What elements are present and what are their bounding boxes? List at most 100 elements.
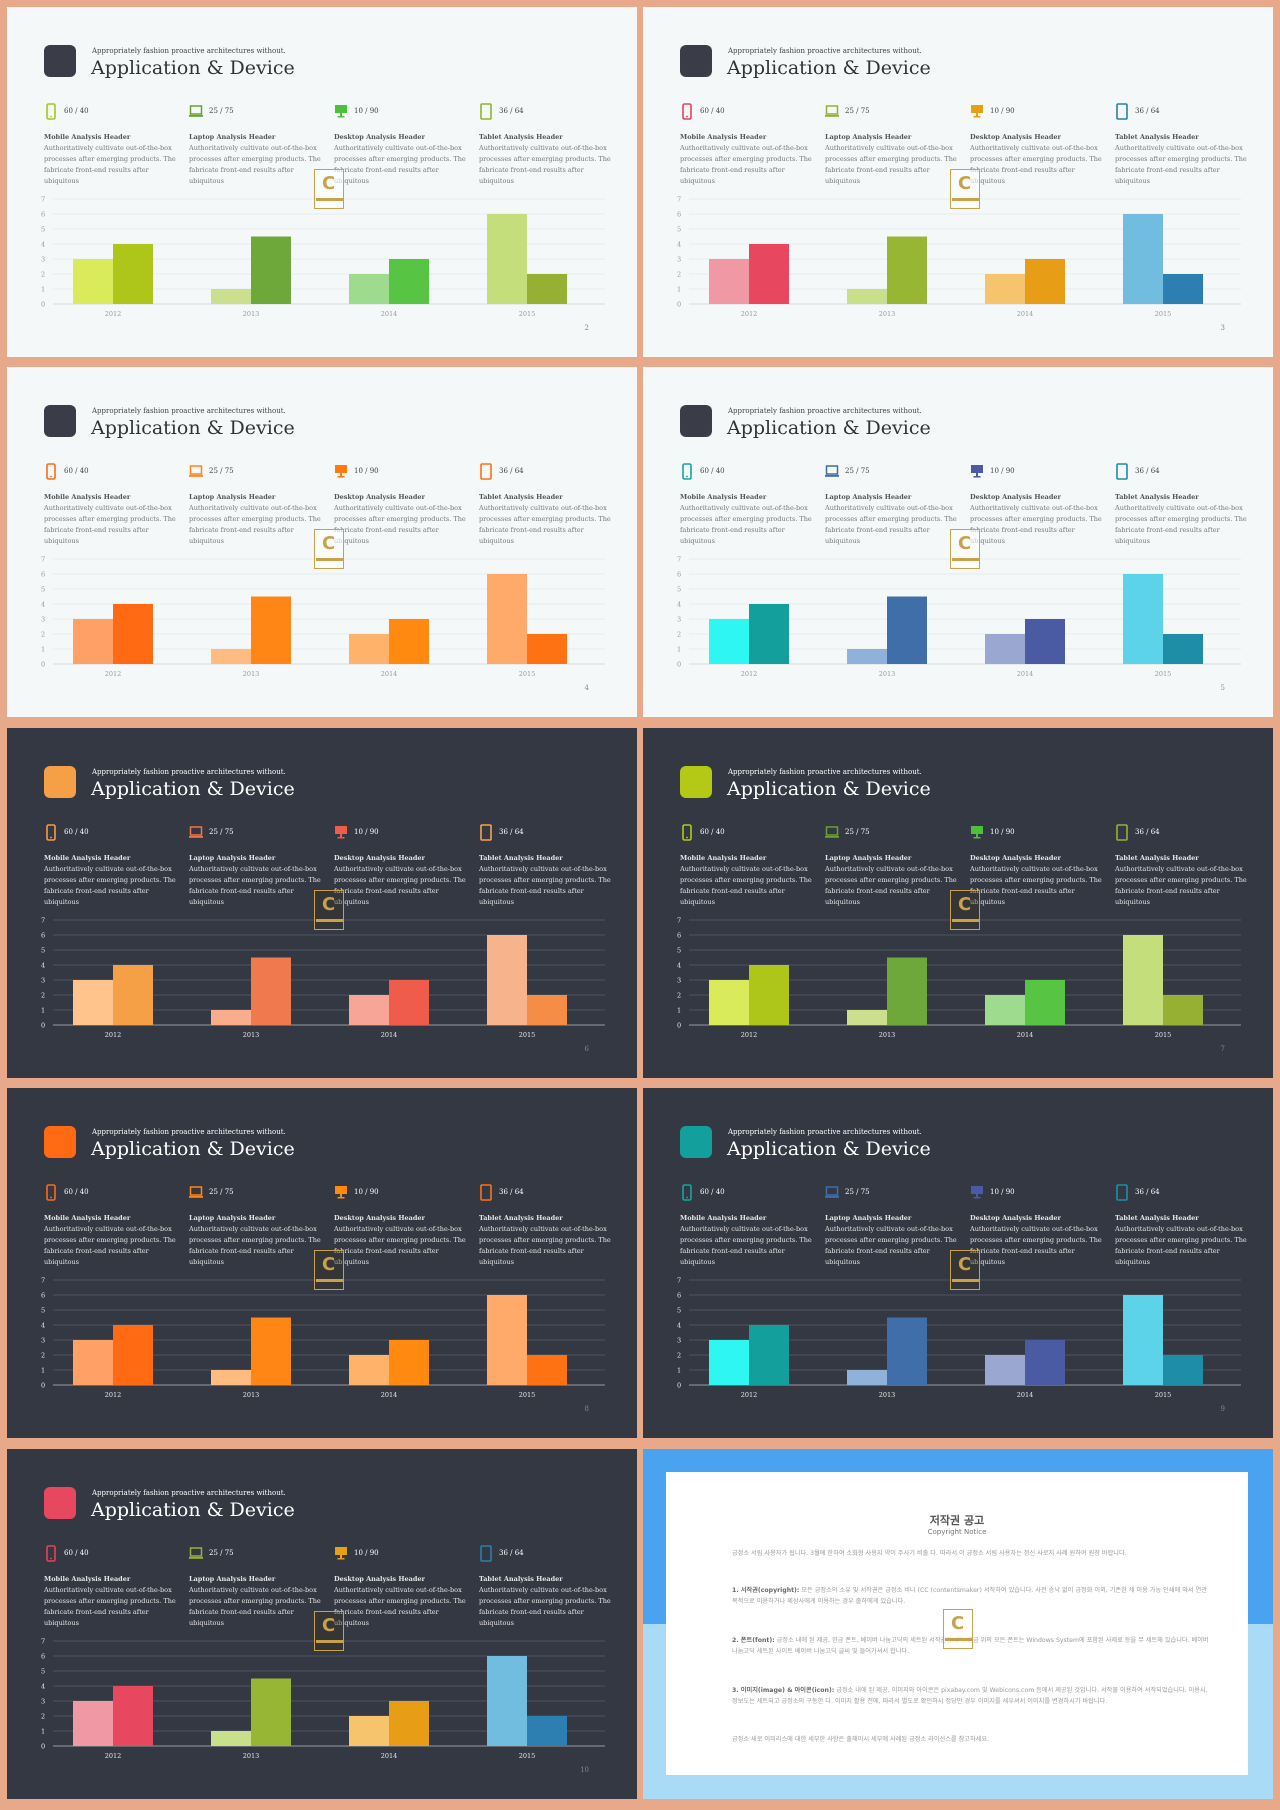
- page-number: 6: [584, 1045, 589, 1053]
- metric-1: 25 / 75: [825, 103, 965, 123]
- description-line: Authoritatively cultivate out-of-the-box: [479, 1225, 607, 1233]
- x-tick-label: 2015: [519, 1391, 536, 1399]
- description-line: processes after emerging products. The: [1115, 155, 1247, 163]
- y-tick-label: 0: [41, 661, 45, 669]
- y-tick-label: 4: [41, 962, 45, 970]
- font-section-label: 2. 폰트(font):: [732, 1637, 775, 1644]
- analysis-header: Laptop Analysis Header: [825, 133, 912, 141]
- bar-2015-series-1: [527, 995, 567, 1025]
- description-line: fabricate front-end results after ubiqui…: [189, 1608, 294, 1627]
- page-number: 10: [580, 1766, 589, 1774]
- analysis-header: Tablet Analysis Header: [479, 1214, 563, 1222]
- description-line: Authoritatively cultivate out-of-the-box: [44, 1586, 172, 1594]
- analysis-description: Laptop Analysis Header Authoritatively cu…: [189, 1213, 329, 1268]
- description-line: processes after emerging products. The: [1115, 515, 1247, 523]
- image-section-text: 긍정소 내에 된 제공, 이미지와 아이콘은 pixabay.com 및 Web…: [732, 1687, 1208, 1705]
- description-line: fabricate front-end results after ubiqui…: [970, 166, 1075, 185]
- bar-chart: 0 1 2 3 4 5 6 7 2012 2013 2014 2015: [673, 187, 1243, 322]
- description-line: processes after emerging products. The: [680, 1236, 812, 1244]
- page-number: 2: [584, 324, 589, 332]
- x-tick-label: 2013: [879, 1031, 896, 1039]
- description-line: processes after emerging products. The: [334, 155, 466, 163]
- bar-2013-series-1: [251, 1678, 291, 1746]
- copyright-section-label: 1. 서작권(copyright):: [732, 1587, 800, 1594]
- description-line: fabricate front-end results after ubiqui…: [334, 887, 439, 906]
- bar-2014-series-0: [349, 634, 389, 664]
- slide-9: Appropriately fashion proactive architec…: [643, 1088, 1273, 1438]
- analysis-description: Tablet Analysis Header Authoritatively cu…: [479, 1213, 619, 1268]
- bar-2014-series-1: [389, 980, 429, 1025]
- metric-1: 25 / 75: [189, 463, 329, 483]
- slide-tagline: Appropriately fashion proactive architec…: [728, 407, 922, 415]
- bar-2012-series-0: [73, 259, 113, 304]
- tablet-icon: [479, 1184, 493, 1206]
- analysis-description: Tablet Analysis Header Authoritatively cu…: [1115, 492, 1255, 547]
- mobile-icon: [44, 824, 58, 846]
- metric-value: 60 / 40: [64, 828, 89, 836]
- metric-value: 60 / 40: [700, 467, 725, 475]
- metric-2: 10 / 90: [334, 1545, 474, 1565]
- description-line: Authoritatively cultivate out-of-the-box: [334, 1586, 462, 1594]
- description-line: fabricate front-end results after ubiqui…: [479, 166, 584, 185]
- description-line: fabricate front-end results after ubiqui…: [44, 1608, 149, 1627]
- bar-2015-series-1: [1163, 274, 1203, 304]
- description-line: Authoritatively cultivate out-of-the-box: [970, 504, 1098, 512]
- bar-2015-series-0: [1123, 1295, 1163, 1385]
- bar-2014-series-0: [349, 274, 389, 304]
- description-line: processes after emerging products. The: [825, 876, 957, 884]
- desktop-icon: [970, 824, 984, 846]
- metric-value: 10 / 90: [990, 828, 1015, 836]
- analysis-header: Laptop Analysis Header: [189, 1214, 276, 1222]
- laptop-icon: [825, 1184, 839, 1206]
- description-line: fabricate front-end results after ubiqui…: [825, 166, 930, 185]
- desktop-icon: [334, 103, 348, 125]
- metric-value: 10 / 90: [990, 1188, 1015, 1196]
- description-line: Authoritatively cultivate out-of-the-box: [334, 865, 462, 873]
- y-tick-label: 6: [41, 211, 45, 219]
- description-line: processes after emerging products. The: [44, 1236, 176, 1244]
- metric-2: 10 / 90: [334, 103, 474, 123]
- x-tick-label: 2013: [243, 1391, 260, 1399]
- slide-title: Application & Device: [91, 57, 295, 79]
- bar-2012-series-1: [113, 244, 153, 304]
- bar-2015-series-1: [527, 634, 567, 664]
- analysis-description: Laptop Analysis Header Authoritatively cu…: [825, 132, 965, 187]
- slide-4: Appropriately fashion proactive architec…: [7, 367, 637, 717]
- description-line: processes after emerging products. The: [189, 155, 321, 163]
- x-tick-label: 2012: [105, 670, 122, 678]
- bar-2012-series-0: [709, 1340, 749, 1385]
- copyright-title: 저작권 공고: [929, 1514, 985, 1527]
- metric-value: 25 / 75: [845, 107, 870, 115]
- x-tick-label: 2012: [741, 670, 758, 678]
- bar-2012-series-0: [73, 1701, 113, 1746]
- y-tick-label: 2: [677, 271, 681, 279]
- y-tick-label: 0: [41, 1382, 45, 1390]
- description-line: Authoritatively cultivate out-of-the-box: [825, 865, 953, 873]
- y-tick-label: 1: [41, 646, 45, 654]
- metric-1: 25 / 75: [825, 1184, 965, 1204]
- analysis-header: Laptop Analysis Header: [825, 493, 912, 501]
- metric-value: 60 / 40: [64, 1549, 89, 1557]
- accent-square: [680, 1126, 712, 1158]
- y-tick-label: 7: [677, 1277, 681, 1285]
- y-tick-label: 4: [41, 601, 45, 609]
- description-line: Authoritatively cultivate out-of-the-box: [44, 1225, 172, 1233]
- bar-2014-series-0: [985, 1355, 1025, 1385]
- description-line: Authoritatively cultivate out-of-the-box: [189, 865, 317, 873]
- y-tick-label: 1: [677, 646, 681, 654]
- x-tick-label: 2012: [105, 1391, 122, 1399]
- description-line: fabricate front-end results after ubiqui…: [1115, 1247, 1220, 1266]
- y-tick-label: 1: [41, 1367, 45, 1375]
- x-tick-label: 2012: [741, 1391, 758, 1399]
- metric-value: 36 / 64: [1135, 1188, 1160, 1196]
- watermark-logo: C: [314, 890, 344, 930]
- analysis-header: Tablet Analysis Header: [479, 133, 563, 141]
- bar-2015-series-0: [487, 1295, 527, 1385]
- tablet-icon: [1115, 103, 1129, 125]
- description-line: fabricate front-end results after ubiqui…: [970, 526, 1075, 545]
- description-line: fabricate front-end results after ubiqui…: [44, 887, 149, 906]
- description-line: processes after emerging products. The: [825, 1236, 957, 1244]
- x-tick-label: 2013: [879, 1391, 896, 1399]
- y-tick-label: 0: [41, 1743, 45, 1751]
- slide-6: Appropriately fashion proactive architec…: [7, 728, 637, 1078]
